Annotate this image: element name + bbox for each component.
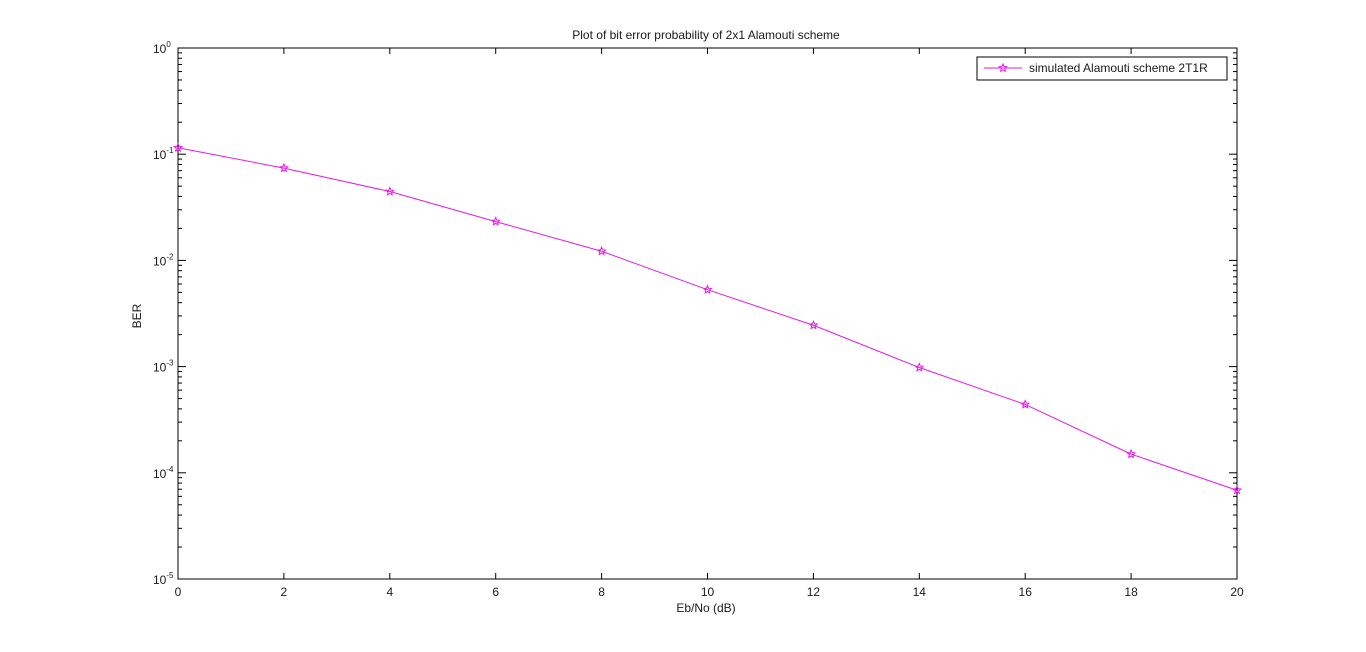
series-group xyxy=(172,142,1243,495)
y-tick-label: 10-1 xyxy=(153,146,174,162)
y-tick-label: 10-5 xyxy=(153,571,174,587)
x-tick-label: 6 xyxy=(492,585,499,599)
data-point-marker xyxy=(1020,399,1031,409)
data-point-marker xyxy=(278,162,289,173)
chart-title: Plot of bit error probability of 2x1 Ala… xyxy=(572,28,840,42)
x-tick-label: 20 xyxy=(1230,585,1244,599)
x-axis-label: Eb/No (dB) xyxy=(676,601,735,615)
x-tick-label: 14 xyxy=(913,585,927,599)
data-point-marker xyxy=(1126,448,1137,459)
x-tick-label: 18 xyxy=(1124,585,1138,599)
x-tick-label: 16 xyxy=(1019,585,1033,599)
legend: simulated Alamouti scheme 2T1R xyxy=(976,56,1228,81)
data-point-marker xyxy=(172,142,184,153)
major-ticks xyxy=(177,47,1238,580)
data-point-marker xyxy=(490,216,501,226)
x-tick-label: 12 xyxy=(807,585,821,599)
data-point-marker xyxy=(702,284,713,294)
data-point-marker xyxy=(1231,484,1243,495)
y-axis-label: BER xyxy=(130,303,144,328)
series-line xyxy=(177,147,1238,491)
y-tick-label: 10-3 xyxy=(153,359,174,375)
data-point-marker xyxy=(914,362,925,372)
legend-star-marker xyxy=(997,62,1009,73)
data-point-marker xyxy=(808,319,819,330)
y-tick-labels: 100 10-1 10-2 10-3 10-4 10-5 xyxy=(153,40,174,587)
x-tick-label: 4 xyxy=(386,585,393,599)
legend-series-label: simulated Alamouti scheme 2T1R xyxy=(1029,61,1208,75)
x-tick-label: 2 xyxy=(281,585,288,599)
x-tick-label: 10 xyxy=(701,585,715,599)
x-tick-label: 0 xyxy=(175,585,182,599)
plot-area xyxy=(177,47,1238,580)
y-tick-label: 10-2 xyxy=(153,252,174,268)
x-tick-label: 8 xyxy=(598,585,605,599)
y-tick-label: 100 xyxy=(153,40,171,56)
minor-ticks xyxy=(178,52,1237,548)
y-tick-label: 10-4 xyxy=(153,465,174,481)
x-tick-labels: 0 2 4 6 8 10 12 14 16 18 20 xyxy=(175,585,1244,599)
legend-box xyxy=(976,56,1228,81)
data-point-marker xyxy=(596,245,607,256)
data-point-marker xyxy=(384,186,395,196)
